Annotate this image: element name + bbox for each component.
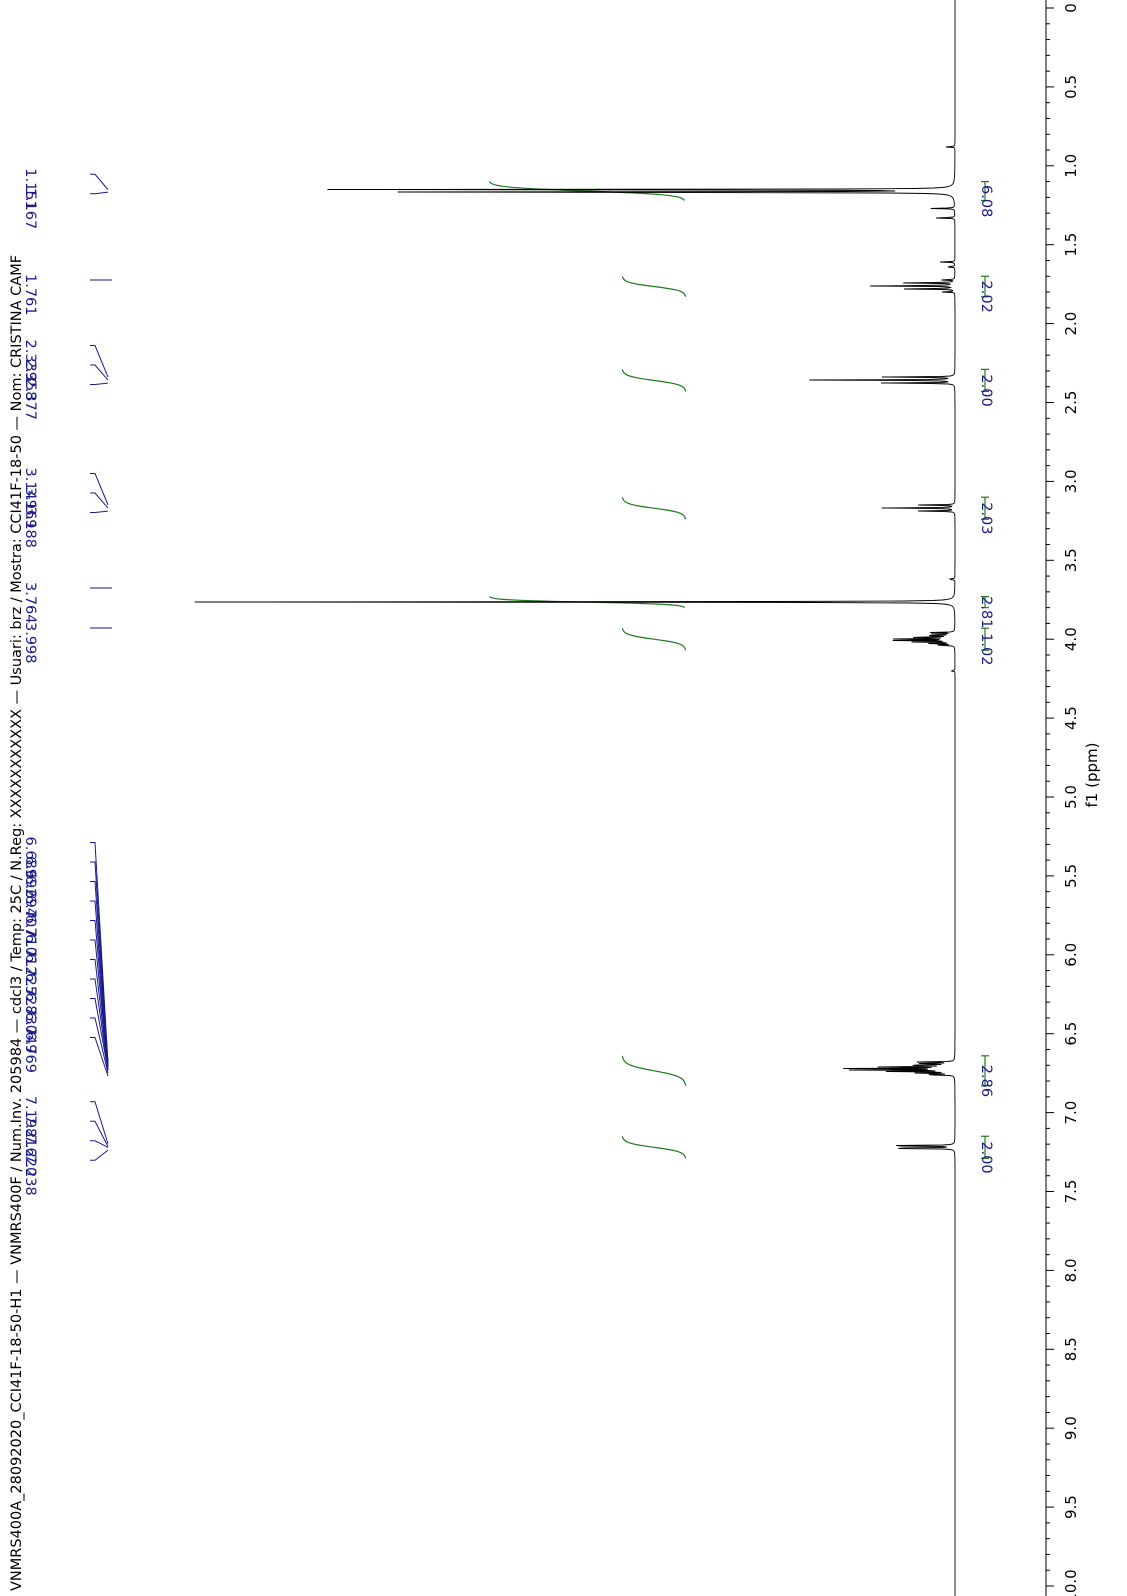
axis-layer: 0 0.5 1.0 1.5 2.0 2.5 3.0 3.5 4.0 4.5 5.0 5.5 6.0 6.5…: [1045, 0, 1101, 1596]
peak-connector: [90, 1140, 109, 1148]
peak-label: 6.707: [22, 895, 38, 937]
peak-connector: [90, 1120, 109, 1147]
integral-value-label: 2.00: [978, 374, 994, 406]
integral-curve-layer: [488, 181, 687, 1159]
peak-label: 3.149: [22, 468, 38, 510]
x-tick-label: 4.5: [1062, 706, 1080, 730]
integral-value-label: 6.08: [978, 185, 994, 217]
integral-curve: [621, 497, 687, 520]
x-tick-label: 2.0: [1062, 312, 1080, 336]
x-tick-label: 7.5: [1062, 1180, 1080, 1204]
peak-label: 6.769: [22, 1032, 38, 1074]
x-tick-label: 7.0: [1062, 1101, 1080, 1125]
peak-label: 2.377: [22, 379, 38, 421]
peak-connector: [90, 900, 109, 1067]
peak-label: 6.730: [22, 993, 38, 1035]
x-tick-label: 0: [1062, 3, 1080, 13]
x-tick-label: 8.0: [1062, 1258, 1080, 1282]
peak-label: 3.188: [22, 507, 38, 549]
peak-label: 2.358: [22, 359, 38, 401]
peak-label: 7.238: [22, 1154, 38, 1196]
peak-connector: [90, 959, 109, 1070]
x-tick-label: 6.0: [1062, 943, 1080, 967]
integral-curve: [621, 276, 687, 297]
peak-label: 6.710: [22, 915, 38, 957]
integral-curve: [488, 181, 686, 201]
x-tick-label: 9.5: [1062, 1495, 1080, 1519]
integral-value-label: 2.03: [978, 502, 994, 534]
x-tick-label: 0.5: [1062, 75, 1080, 99]
peak-connector: [90, 1017, 109, 1074]
peak-connector: [90, 345, 109, 378]
peak-label: 3.764: [22, 582, 38, 624]
peak-label: 6.694: [22, 876, 38, 918]
peak-connector: [90, 1149, 109, 1161]
peak-label: 7.220: [22, 1135, 38, 1177]
x-axis-title: f1 (ppm): [1083, 743, 1101, 808]
peak-connector: [90, 492, 109, 509]
integral-value-label: 1.02: [978, 633, 994, 665]
integral-curve: [621, 1136, 687, 1159]
peak-connector: [90, 173, 109, 190]
peak-label: 6.749: [22, 1012, 38, 1054]
peak-connector: [90, 881, 109, 1065]
peak-connector: [90, 920, 109, 1067]
peak-label: 6.712: [22, 934, 38, 976]
integral-curve: [621, 628, 687, 651]
peak-connector: [90, 1101, 109, 1144]
integral-value-label: 2.81: [978, 596, 994, 628]
peak-connector: [90, 364, 109, 381]
peak-connector: [90, 998, 109, 1071]
peak-label: 6.725: [22, 954, 38, 996]
peak-label: 2.339: [22, 340, 38, 382]
peak-label: 3.998: [22, 622, 38, 664]
x-tick-label: 2.5: [1062, 391, 1080, 415]
integral-value-label: 2.02: [978, 281, 994, 313]
integral-value-label: 2.86: [978, 1065, 994, 1097]
integral-curve: [621, 369, 687, 392]
integral-label-layer: 6.08 2.02 2.00 2.03 2.81 1.02 2.86 2.00: [978, 180, 994, 1174]
peak-connector: [90, 1037, 109, 1077]
x-tick-label: 6.5: [1062, 1022, 1080, 1046]
x-tick-label: 4.0: [1062, 627, 1080, 651]
spectrum-title: VNMRS400A_28092020_CCI41F-18-50-H1 — VNM…: [9, 255, 25, 1591]
x-tick-label: 3.5: [1062, 548, 1080, 572]
title-layer: VNMRS400A_28092020_CCI41F-18-50-H1 — VNM…: [9, 255, 25, 1591]
integral-curve: [621, 1055, 687, 1086]
x-tick-label: 3.0: [1062, 469, 1080, 493]
x-tick-label: 5.0: [1062, 785, 1080, 809]
peak-connector: [90, 382, 109, 385]
peak-connector: [90, 510, 109, 513]
x-tick-label: 1.5: [1062, 233, 1080, 257]
peak-connector: [90, 939, 109, 1068]
x-tick-label: 9.0: [1062, 1416, 1080, 1440]
x-tick-label: 10.0: [1062, 1569, 1080, 1596]
x-tick-label: 5.5: [1062, 864, 1080, 888]
x-tick-label: 8.5: [1062, 1337, 1080, 1361]
spectrum-trace: [194, 0, 956, 1596]
peak-label: 1.167: [22, 188, 38, 230]
peak-label: 6.689: [22, 837, 38, 879]
peak-label: 7.198: [22, 1096, 38, 1138]
peak-connector: [90, 978, 109, 1070]
peak-label: 3.169: [22, 487, 38, 529]
peak-label: 1.761: [22, 274, 38, 316]
peak-connector: [90, 191, 109, 195]
integral-value-label: 2.00: [978, 1141, 994, 1173]
peak-connector: [90, 473, 109, 506]
peak-label: 7.216: [22, 1115, 38, 1157]
peak-label: 6.692: [22, 856, 38, 898]
x-tick-label: 1.0: [1062, 154, 1080, 178]
peak-label: 6.728: [22, 973, 38, 1015]
peak-label: 1.151: [22, 168, 38, 210]
spectrum-layer: [194, 0, 956, 1596]
